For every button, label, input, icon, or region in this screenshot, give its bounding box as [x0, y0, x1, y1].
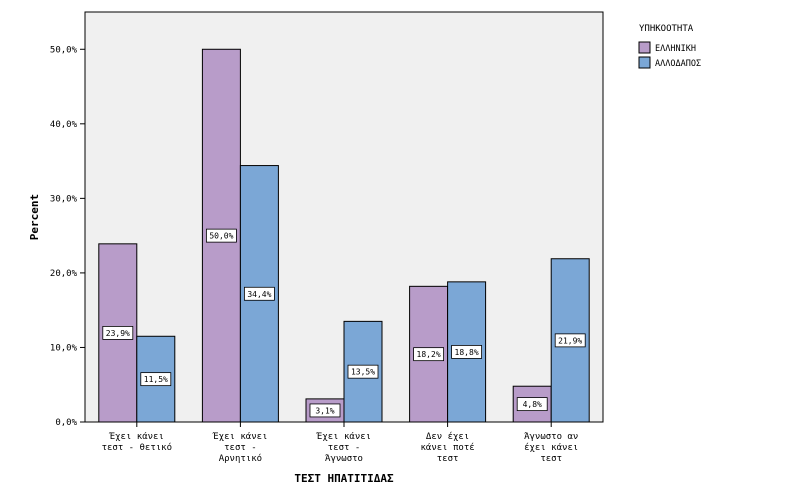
data-label-box: [309, 403, 341, 418]
data-label: 34,4%: [247, 290, 271, 299]
legend: ΥΠΗΚΟΟΤΗΤΑ ΕΛΛΗΝΙΚΗ ΑΛΛΟΔΑΠΟΣ: [638, 24, 701, 69]
data-label-box: [554, 333, 586, 348]
y-axis: 0,0% 10,0% 20,0% 30,0% 40,0% 50,0%: [50, 45, 85, 428]
data-label-box: [205, 228, 237, 243]
legend-title: ΥΠΗΚΟΟΤΗΤΑ: [639, 24, 694, 34]
legend-label: ΕΛΛΗΝΙΚΗ: [655, 44, 696, 54]
x-tick-label: έχει κάνει: [524, 443, 578, 453]
data-label: 18,8%: [455, 348, 479, 357]
data-labels: 23,9% 11,5% 50,0% 34,4% 3,1% 13,5% 18,2% 18,8% 4…: [102, 228, 586, 418]
x-tick-label: Αρνητικό: [219, 453, 262, 464]
x-tick-label: τεστ -: [328, 443, 361, 453]
x-tick-label: τεστ: [437, 454, 459, 464]
data-label-box: [516, 397, 548, 412]
x-tick-label: Έχει κάνει: [212, 432, 267, 442]
x-tick-label: Άγνωστο αν: [524, 432, 578, 442]
data-label-box: [347, 364, 379, 379]
x-tick-label: κάνει ποτέ: [421, 443, 475, 453]
data-label: 23,9%: [106, 329, 130, 338]
data-label-box: [413, 347, 445, 362]
y-tick-label: 40,0%: [50, 120, 78, 130]
data-label: 13,5%: [351, 368, 375, 377]
x-axis-title: ΤΕΣΤ ΗΠΑΤΙΤΙΔΑΣ: [294, 472, 394, 485]
data-label-box: [243, 286, 275, 301]
y-tick-label: 10,0%: [50, 343, 78, 353]
data-label: 11,5%: [144, 375, 168, 384]
data-label: 4,8%: [523, 400, 542, 409]
data-label-box: [140, 372, 172, 387]
data-label: 21,9%: [558, 336, 582, 345]
legend-swatch-foreign: [638, 56, 651, 69]
legend-label: ΑΛΛΟΔΑΠΟΣ: [655, 59, 701, 69]
legend-swatch-greek: [638, 41, 651, 54]
y-axis-title: Percent: [28, 194, 41, 240]
data-label: 3,1%: [315, 406, 334, 415]
x-tick-label: τεστ: [540, 454, 562, 464]
y-tick-label: 0,0%: [55, 418, 77, 428]
x-tick-label: Έχει κάνει: [316, 432, 371, 442]
y-tick-label: 30,0%: [50, 194, 78, 204]
y-tick-label: 50,0%: [50, 45, 78, 55]
x-tick-label: τεστ - θετικό: [102, 442, 172, 453]
data-label: 50,0%: [209, 232, 233, 241]
x-tick-label: τεστ -: [224, 443, 257, 453]
data-label-box: [451, 345, 483, 359]
x-tick-label: Άγνωστο: [325, 454, 363, 464]
x-tick-label: Δεν έχει: [426, 432, 469, 442]
data-label: 18,2%: [417, 350, 441, 359]
y-tick-label: 20,0%: [50, 269, 78, 279]
data-label-box: [102, 326, 134, 340]
x-tick-label: Έχει κάνει: [109, 432, 164, 442]
